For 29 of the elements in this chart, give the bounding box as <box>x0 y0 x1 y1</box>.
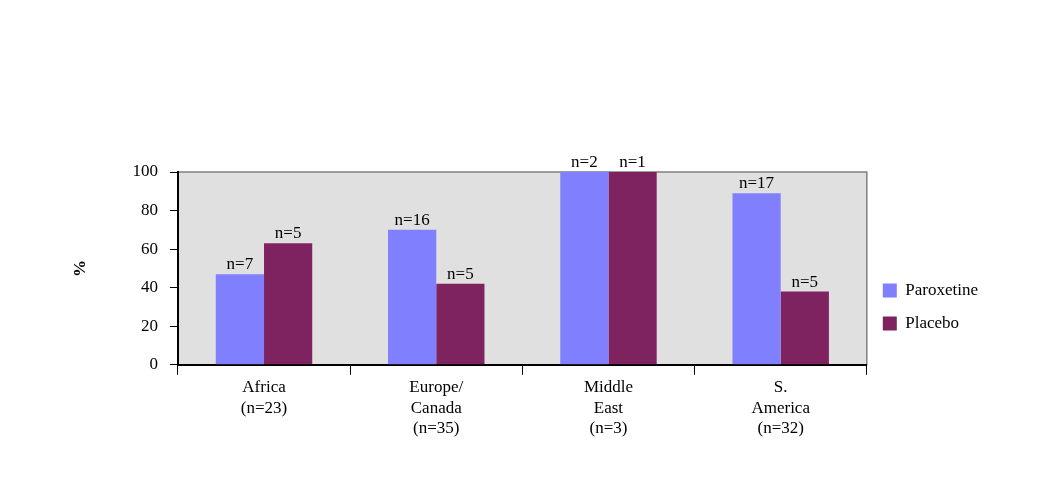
y-tick-label: 20 <box>140 315 158 335</box>
annotation: n=2 <box>571 151 598 171</box>
annotation: n=7 <box>226 254 254 274</box>
bar <box>608 172 657 365</box>
y-tick-label: 100 <box>132 161 158 181</box>
bar <box>215 274 265 365</box>
bar <box>388 229 437 365</box>
bar <box>732 193 781 365</box>
annotation: n=16 <box>394 209 430 229</box>
y-axis-title: % <box>69 259 89 277</box>
annotation: n=1 <box>619 151 646 171</box>
x-tick-label: Europe/ Canada (n=35) <box>409 377 464 438</box>
annotation: n=5 <box>791 271 819 291</box>
bar <box>780 291 829 365</box>
annotation: n=5 <box>447 263 474 283</box>
y-tick-label: 80 <box>140 200 158 220</box>
annotation: n=5 <box>274 223 302 243</box>
annotation: n=17 <box>739 173 775 193</box>
y-tick-label: 40 <box>140 277 158 297</box>
x-tick-label: S. America (n=32) <box>751 377 811 438</box>
x-tick-label: Africa (n=23) <box>240 377 288 417</box>
bar <box>436 283 485 365</box>
bar <box>560 172 609 365</box>
legend-label: Placebo <box>905 312 960 332</box>
y-tick-label: 0 <box>149 354 158 374</box>
legend-label: Paroxetine <box>905 279 978 299</box>
bar <box>264 243 313 365</box>
y-tick-label: 60 <box>140 238 158 258</box>
x-tick-label: Middle East (n=3) <box>583 377 634 438</box>
